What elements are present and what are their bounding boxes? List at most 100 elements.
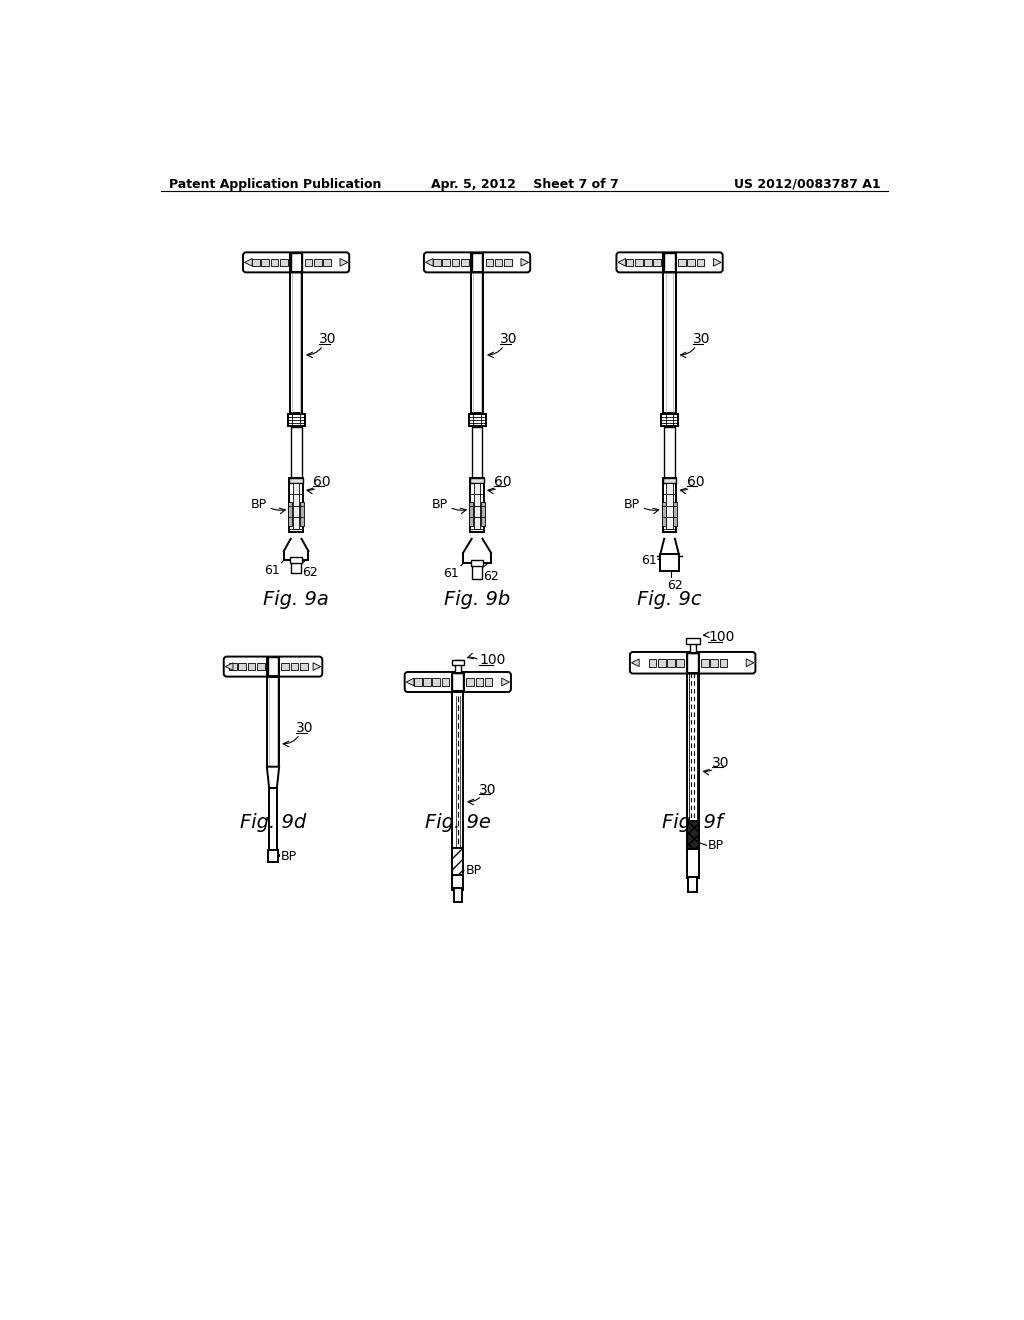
Bar [677,659,684,667]
Bar [289,502,292,527]
Polygon shape [632,659,639,667]
Polygon shape [746,659,754,667]
Bar [257,663,264,671]
Bar [282,663,289,671]
Text: 61: 61 [641,554,656,566]
Bar [665,253,675,272]
Bar [665,428,675,478]
Text: 62: 62 [302,566,318,579]
Bar [472,253,482,272]
Bar [229,663,237,671]
Bar [288,414,304,426]
Text: 60: 60 [686,475,705,488]
Polygon shape [407,678,414,686]
Bar [323,259,331,267]
Bar [433,259,441,267]
Bar [696,259,705,267]
Bar [454,888,462,903]
FancyBboxPatch shape [630,652,756,673]
Bar [291,663,298,671]
Polygon shape [617,259,626,267]
Bar [720,659,727,667]
Bar [664,253,676,272]
Text: 30: 30 [500,333,518,346]
Bar [658,659,666,667]
Bar [495,259,503,267]
Text: Fig. 9e: Fig. 9e [425,813,490,832]
Bar [674,502,677,527]
Text: BP: BP [625,499,640,511]
Bar [267,850,279,862]
Text: BP: BP [432,499,447,511]
Bar [252,259,260,267]
Bar [689,639,695,653]
Text: Apr. 5, 2012    Sheet 7 of 7: Apr. 5, 2012 Sheet 7 of 7 [431,178,618,190]
Polygon shape [502,678,509,686]
Bar [470,478,484,532]
Text: Fig. 9f: Fig. 9f [663,813,723,832]
Bar [635,259,643,267]
Polygon shape [521,259,528,267]
Bar [472,562,481,579]
Bar [626,259,634,267]
Text: Fig. 9c: Fig. 9c [637,590,701,609]
Bar [662,414,678,426]
Bar [432,678,440,686]
Bar [472,428,482,478]
Text: 30: 30 [479,783,497,797]
Bar [678,259,686,267]
Bar [653,259,662,267]
Bar [267,657,280,676]
Text: BP: BP [708,838,724,851]
Polygon shape [245,259,252,267]
Polygon shape [313,663,321,671]
Bar [289,478,303,483]
Text: 61: 61 [443,568,460,581]
Bar [442,259,451,267]
Polygon shape [225,663,233,671]
Bar [453,692,463,890]
Text: Fig. 9d: Fig. 9d [240,813,306,832]
Bar [261,259,269,267]
Bar [280,259,288,267]
Bar [452,259,460,267]
Bar [267,677,280,767]
Bar [290,253,302,272]
Bar [269,788,276,850]
Polygon shape [340,259,348,267]
Bar [423,678,431,686]
Text: 60: 60 [494,475,512,488]
Bar [453,847,463,875]
Bar [474,483,480,529]
Bar [504,259,512,267]
Bar [453,673,463,692]
FancyBboxPatch shape [616,252,723,272]
Bar [687,653,698,673]
Bar [313,259,322,267]
Text: BP: BP [281,850,297,862]
Bar [300,663,307,671]
Bar [686,673,698,878]
FancyBboxPatch shape [223,656,323,677]
Bar [686,821,698,849]
Text: Fig. 9b: Fig. 9b [444,590,510,609]
Text: 62: 62 [668,579,683,591]
Bar [466,678,474,686]
Text: 100: 100 [479,653,506,668]
Text: 30: 30 [712,756,729,770]
FancyBboxPatch shape [424,252,530,272]
Bar [461,259,469,267]
Bar [290,272,302,412]
Bar [291,428,301,478]
Polygon shape [425,259,433,267]
Text: 62: 62 [483,570,499,582]
Bar [292,558,301,573]
Bar [484,678,493,686]
Bar [455,660,461,673]
Text: 30: 30 [692,333,711,346]
Bar [475,678,483,686]
Bar [644,259,652,267]
Bar [441,678,450,686]
Polygon shape [714,259,721,267]
Text: 30: 30 [319,333,337,346]
